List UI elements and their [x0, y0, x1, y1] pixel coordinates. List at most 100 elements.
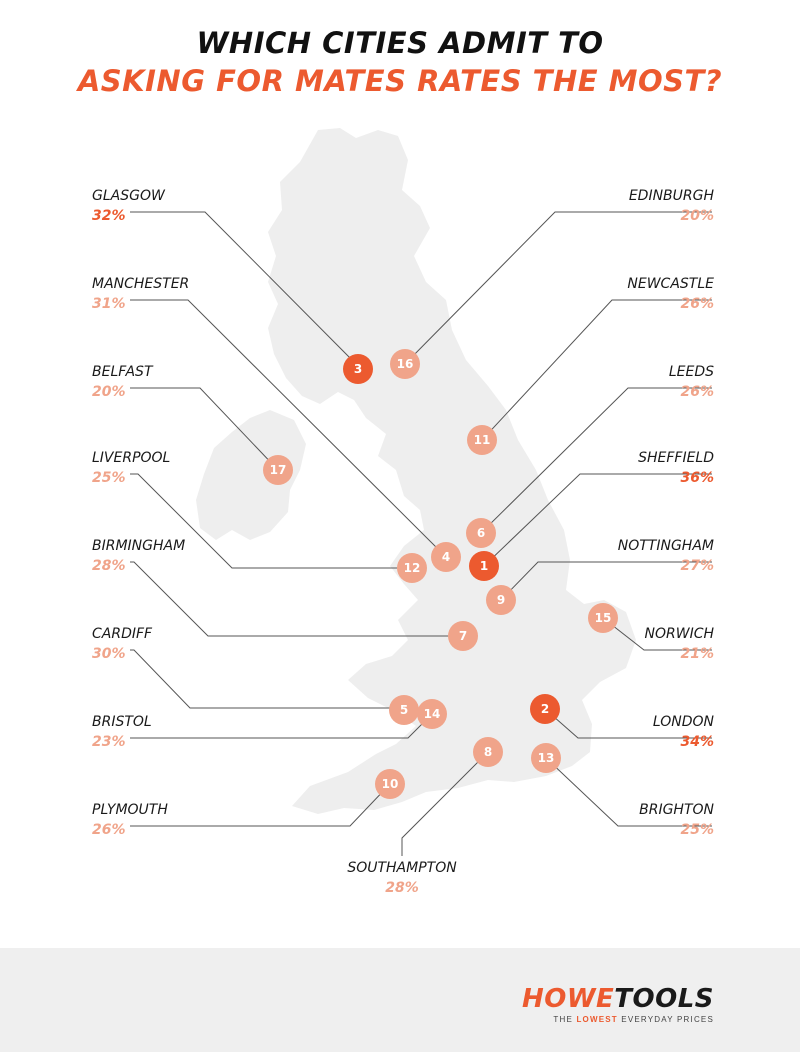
- marker-norwich[interactable]: 15: [588, 603, 618, 633]
- city-percentage: 26%: [680, 384, 714, 400]
- marker-rank: 8: [484, 745, 492, 759]
- city-label-london: LONDON 34%: [534, 712, 714, 752]
- city-label-plymouth: PLYMOUTH 26%: [92, 800, 272, 840]
- marker-rank: 1: [480, 559, 488, 573]
- marker-rank: 4: [442, 550, 450, 564]
- city-label-birmingham: BIRMINGHAM 28%: [92, 536, 272, 576]
- marker-rank: 13: [538, 751, 555, 765]
- marker-london[interactable]: 2: [530, 694, 560, 724]
- marker-rank: 11: [474, 433, 491, 447]
- marker-brighton[interactable]: 13: [531, 743, 561, 773]
- marker-liverpool[interactable]: 12: [397, 553, 427, 583]
- marker-rank: 15: [595, 611, 612, 625]
- city-name: EDINBURGH: [628, 188, 714, 204]
- marker-rank: 3: [354, 362, 362, 376]
- city-label-manchester: MANCHESTER 31%: [92, 274, 272, 314]
- leader-glasgow: [130, 211, 359, 367]
- city-percentage: 26%: [92, 822, 126, 838]
- city-name: CARDIFF: [92, 626, 153, 642]
- leader-leeds: [480, 387, 712, 534]
- great-britain-shape: [268, 128, 636, 814]
- marker-sheffield[interactable]: 1: [469, 551, 499, 581]
- marker-rank: 16: [397, 357, 414, 371]
- leader-newcastle: [481, 299, 712, 441]
- marker-rank: 10: [382, 777, 399, 791]
- leader-brighton: [545, 757, 712, 827]
- city-name: SOUTHAMPTON: [347, 860, 457, 876]
- marker-newcastle[interactable]: 11: [467, 425, 497, 455]
- howetools-logo[interactable]: HOWETOOLS THE LOWEST EVERYDAY PRICES: [522, 986, 714, 1024]
- marker-rank: 12: [404, 561, 421, 575]
- city-label-newcastle: NEWCASTLE 26%: [534, 274, 714, 314]
- marker-manchester[interactable]: 4: [431, 542, 461, 572]
- city-name: LEEDS: [668, 364, 714, 380]
- leader-southampton: [401, 751, 489, 856]
- city-percentage: 36%: [680, 470, 714, 486]
- tagline-part-1: THE: [553, 1015, 577, 1024]
- logo-part-tools: TOOLS: [614, 984, 714, 1014]
- marker-leeds[interactable]: 6: [466, 518, 496, 548]
- city-label-norwich: NORWICH 21%: [534, 624, 715, 664]
- page-title-line-2: ASKING FOR MATES RATES THE MOST?: [77, 64, 723, 98]
- city-label-southampton: SOUTHAMPTON 28%: [312, 858, 492, 898]
- city-percentage: 30%: [92, 646, 126, 662]
- marker-glasgow[interactable]: 3: [343, 354, 373, 384]
- marker-birmingham[interactable]: 7: [448, 621, 478, 651]
- leader-norwich: [602, 617, 712, 651]
- city-name: SHEFFIELD: [638, 450, 714, 466]
- city-name: BRISTOL: [92, 714, 152, 730]
- marker-belfast[interactable]: 17: [263, 455, 293, 485]
- city-label-cardiff: CARDIFF 30%: [92, 624, 272, 664]
- city-label-liverpool: LIVERPOOL 25%: [92, 448, 272, 488]
- footer: HOWETOOLS THE LOWEST EVERYDAY PRICES: [0, 948, 800, 1052]
- city-label-sheffield: SHEFFIELD 36%: [534, 448, 714, 488]
- marker-rank: 5: [400, 703, 408, 717]
- logo-part-howe: HOWE: [521, 984, 615, 1014]
- leader-belfast: [130, 387, 279, 471]
- city-name: BRIGHTON: [639, 802, 714, 818]
- logo-wordmark: HOWETOOLS: [522, 986, 714, 1012]
- city-percentage: 23%: [92, 734, 126, 750]
- city-label-nottingham: NOTTINGHAM 27%: [534, 536, 714, 576]
- city-name: PLYMOUTH: [92, 802, 168, 818]
- city-percentage: 25%: [92, 470, 126, 486]
- marker-southampton[interactable]: 8: [473, 737, 503, 767]
- city-percentage: 31%: [92, 296, 126, 312]
- marker-edinburgh[interactable]: 16: [390, 349, 420, 379]
- leader-nottingham: [500, 561, 712, 601]
- map-landmass: [196, 128, 636, 814]
- leader-sheffield: [483, 473, 712, 567]
- city-label-glasgow: GLASGOW 32%: [92, 186, 272, 226]
- marker-rank: 17: [270, 463, 287, 477]
- marker-bristol[interactable]: 14: [417, 699, 447, 729]
- marker-rank: 7: [459, 629, 467, 643]
- city-name: LIVERPOOL: [92, 450, 171, 466]
- marker-rank: 6: [477, 526, 485, 540]
- ireland-shape: [196, 410, 306, 540]
- city-percentage: 32%: [92, 208, 126, 224]
- marker-cardiff[interactable]: 5: [389, 695, 419, 725]
- marker-rank: 9: [497, 593, 505, 607]
- uk-map: 3 16 4 11 17 6 12 1: [130, 128, 712, 856]
- city-name: BIRMINGHAM: [92, 538, 186, 554]
- city-percentage: 27%: [680, 558, 714, 574]
- marker-nottingham[interactable]: 9: [486, 585, 516, 615]
- city-markers: 3 16 4 11 17 6 12 1: [263, 349, 618, 799]
- tagline-part-3: EVERYDAY PRICES: [617, 1015, 714, 1024]
- city-label-brighton: BRIGHTON 25%: [534, 800, 714, 840]
- city-name: MANCHESTER: [92, 276, 190, 292]
- city-name: BELFAST: [92, 364, 153, 380]
- city-name: LONDON: [652, 714, 714, 730]
- city-name: GLASGOW: [92, 188, 165, 204]
- leader-cardiff: [130, 649, 404, 709]
- city-label-bristol: BRISTOL 23%: [92, 712, 272, 752]
- tagline-part-2: LOWEST: [576, 1015, 618, 1024]
- city-percentage: 25%: [680, 822, 714, 838]
- logo-tagline: THE LOWEST EVERYDAY PRICES: [522, 1015, 714, 1024]
- city-label-edinburgh: EDINBURGH 20%: [534, 186, 714, 226]
- city-percentage: 20%: [680, 208, 714, 224]
- marker-plymouth[interactable]: 10: [375, 769, 405, 799]
- city-name: NEWCASTLE: [627, 276, 714, 292]
- leader-manchester: [130, 299, 447, 558]
- city-name: NOTTINGHAM: [617, 538, 714, 554]
